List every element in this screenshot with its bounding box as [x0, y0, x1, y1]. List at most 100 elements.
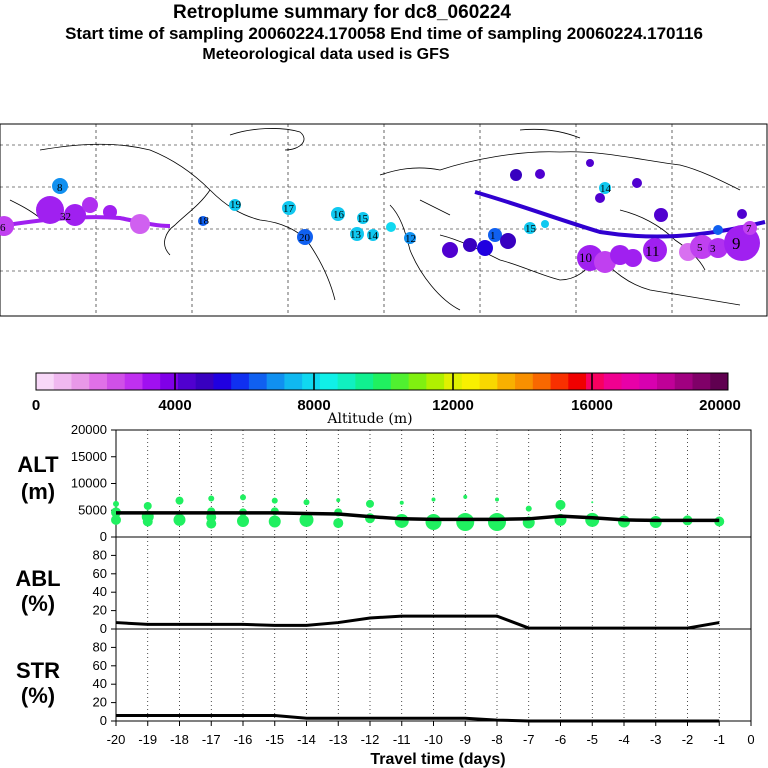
x-tick-label: -1 [713, 732, 725, 747]
map-day-label: 32 [60, 211, 71, 223]
sampling-times: Start time of sampling 20060224.170058 E… [65, 24, 703, 43]
altitude-colorbar [35, 372, 729, 391]
map-graticule [0, 124, 767, 316]
met-data-note: Meteorological data used is GFS [202, 46, 450, 63]
y-tick-label: 20 [93, 695, 107, 710]
map-day-label: 7 [746, 223, 752, 235]
alt-point [488, 513, 506, 532]
alt-point [555, 499, 566, 510]
plume-point [477, 240, 493, 256]
colorbar-swatch [106, 373, 126, 390]
y-tick-label: 80 [93, 639, 107, 654]
colorbar-swatch [142, 373, 161, 390]
x-tick-label: -9 [459, 732, 471, 747]
colorbar-swatch [266, 373, 285, 390]
panel-unit: (%) [21, 683, 55, 708]
x-tick-label: -11 [393, 732, 411, 747]
colorbar-swatch [337, 373, 356, 390]
plume-point [595, 193, 605, 203]
colorbar-swatch [177, 373, 197, 390]
colorbar-swatch [497, 373, 516, 390]
x-tick-label: -6 [555, 732, 567, 747]
plume-point [52, 178, 68, 194]
colorbar-swatch [390, 373, 410, 390]
plume-point [708, 238, 728, 258]
colorbar-frame [35, 372, 729, 391]
panel-label: ALT [17, 452, 59, 477]
panel-unit: (m) [21, 479, 55, 504]
alt-point [143, 501, 152, 510]
colorbar-swatch [603, 373, 623, 390]
plume-point [36, 196, 64, 224]
alt-point [173, 513, 186, 526]
plume-point [463, 238, 477, 252]
colorbar-swatch [302, 373, 321, 390]
x-tick-label: -3 [650, 732, 662, 747]
colorbar-tick: 4000 [158, 397, 191, 414]
colorbar-swatch [53, 373, 72, 390]
map-day-label: 8 [57, 182, 63, 194]
colorbar-swatch [586, 373, 605, 390]
colorbar-swatch [426, 373, 445, 390]
alt-point [240, 494, 246, 501]
map-day-label: 14 [600, 183, 612, 195]
alt-point [142, 516, 153, 527]
plume-point [632, 178, 642, 188]
colorbar-swatch [319, 373, 339, 390]
x-tick-label: -19 [138, 732, 157, 747]
y-tick-label: 60 [93, 658, 107, 673]
y-tick-label: 40 [93, 676, 107, 691]
panel-frame [115, 628, 752, 722]
map-day-label: 3 [710, 243, 716, 255]
map-day-label: 12 [405, 233, 416, 245]
alt-point [208, 495, 215, 502]
coastlines [9, 128, 741, 311]
colorbar-swatch [408, 373, 427, 390]
y-tick-label: 60 [93, 566, 107, 581]
plume-point [743, 221, 757, 235]
alt-point [336, 498, 341, 503]
colorbar-swatch [674, 373, 694, 390]
x-tick-label: -2 [682, 732, 694, 747]
plume-point [500, 233, 516, 249]
plume-point [229, 199, 241, 211]
alt-point [206, 518, 217, 529]
alt-point [271, 497, 278, 504]
alt-point [175, 496, 184, 505]
str-line [116, 713, 720, 723]
plume-point [64, 204, 86, 226]
plume-point [357, 212, 369, 224]
colorbar-swatch [657, 373, 676, 390]
colorbar-tick: 0 [32, 397, 40, 414]
colorbar-swatch [568, 373, 587, 390]
x-tick-label: -10 [424, 732, 443, 747]
y-tick-label: 15000 [71, 449, 107, 464]
map-day-label: 20 [299, 232, 311, 244]
colorbar-label: Altitude (m) [326, 411, 412, 427]
map-day-label: 13 [350, 229, 362, 241]
map-day-label: 6 [0, 222, 6, 234]
plume-point [404, 232, 416, 244]
colorbar-tick-labels: 0 4000 8000 12000 16000 20000 [32, 397, 741, 414]
alt-mean-line [116, 511, 720, 523]
colorbar-swatch [195, 373, 214, 390]
colorbar-swatch [231, 373, 250, 390]
y-tick-label: 0 [100, 529, 107, 544]
panel-alt: 0 5000 10000 15000 20000 ALT(m) [17, 422, 752, 544]
map-day-label: 16 [333, 209, 345, 221]
map-day-label: 17 [283, 203, 295, 215]
plume-point [282, 201, 296, 215]
plot-title: Retroplume summary for dc8_060224 [173, 2, 511, 23]
colorbar-tick: 20000 [699, 397, 741, 414]
alt-point [425, 514, 442, 531]
alt-point [591, 501, 594, 504]
alt-point [268, 515, 281, 528]
plume-point [599, 182, 611, 194]
map-day-label: 15 [357, 213, 369, 225]
plume-point [350, 227, 364, 241]
colorbar-swatch [532, 373, 552, 390]
alt-point [456, 513, 475, 532]
alt-point [237, 514, 249, 527]
plume-point [713, 225, 723, 235]
